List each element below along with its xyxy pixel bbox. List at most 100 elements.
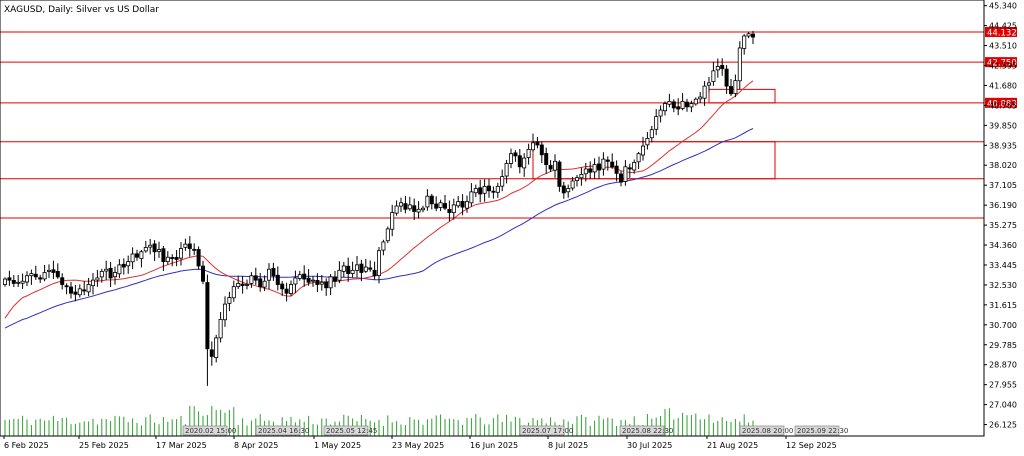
candle-body-up	[456, 201, 461, 207]
candle	[113, 266, 118, 285]
session-marker-label: 2025.08 22:30	[622, 427, 673, 435]
candle	[693, 97, 698, 106]
candle-body-down	[258, 278, 263, 288]
candle-body-up	[47, 269, 52, 272]
candle-body-up	[288, 284, 293, 294]
session-marker-box	[619, 425, 665, 436]
y-tick-label: 43.510	[989, 42, 1017, 51]
candle	[33, 265, 38, 281]
candle	[55, 263, 60, 279]
candle	[3, 277, 8, 287]
candle-body-up	[42, 272, 47, 280]
candle-body-down	[372, 269, 377, 277]
candle	[407, 196, 412, 211]
candle	[504, 159, 509, 184]
candle-body-up	[425, 195, 430, 208]
candle	[535, 136, 540, 149]
candle	[368, 260, 373, 272]
candle-body-down	[209, 349, 214, 357]
session-marker-label: 2025.08 20:00	[742, 427, 793, 435]
candle-body-down	[33, 273, 38, 278]
candle-body-up	[667, 100, 672, 105]
candle	[663, 101, 668, 116]
candle-body-down	[196, 249, 201, 267]
candle-body-up	[236, 282, 241, 287]
candle-body-up	[632, 162, 637, 171]
candle-body-up	[407, 204, 412, 210]
candle	[548, 160, 553, 173]
candle	[513, 150, 518, 162]
candle	[390, 204, 395, 237]
candle-body-up	[394, 205, 399, 214]
candle-body-up	[126, 261, 131, 267]
y-tick-label: 31.615	[989, 301, 1017, 310]
candle-body-down	[676, 106, 681, 110]
candle	[134, 249, 139, 261]
candle-body-up	[86, 284, 91, 293]
candle	[359, 259, 364, 282]
candle-body-up	[469, 191, 474, 204]
candle-body-up	[24, 275, 29, 283]
candle-body-up	[645, 138, 650, 146]
candle-body-down	[619, 173, 624, 183]
candle-body-up	[583, 168, 588, 175]
candle-body-down	[486, 185, 491, 192]
candle-body-up	[693, 98, 698, 105]
candle-body-up	[522, 157, 527, 169]
session-marker-box	[323, 425, 369, 436]
candle-body-down	[605, 159, 610, 162]
candle	[183, 238, 188, 251]
candle	[104, 260, 109, 281]
x-tick-label: 25 Feb 2025	[79, 441, 129, 450]
candle-body-down	[38, 277, 43, 280]
candle	[671, 99, 676, 113]
candle	[531, 133, 536, 153]
candle	[544, 147, 549, 174]
level-label-0: 44.132	[987, 29, 1017, 39]
candle-body-up	[165, 256, 170, 262]
level-label-2: 40.883	[987, 99, 1017, 109]
candle	[561, 181, 566, 199]
candle	[293, 270, 298, 294]
candle	[214, 334, 219, 363]
candle-body-up	[473, 188, 478, 194]
candle	[623, 160, 628, 186]
candle-body-up	[663, 103, 668, 112]
candle	[737, 41, 742, 90]
candle-body-down	[720, 64, 725, 70]
candle	[715, 58, 720, 78]
candle-body-down	[751, 33, 756, 38]
candle-body-up	[592, 164, 597, 173]
candle-body-up	[416, 208, 421, 213]
candle-body-down	[517, 155, 522, 168]
candle-body-up	[183, 243, 188, 248]
candle	[645, 132, 650, 150]
candle-body-up	[113, 272, 118, 278]
candle-body-down	[82, 289, 87, 292]
candle	[553, 154, 558, 178]
candle	[614, 160, 619, 182]
candle	[178, 242, 183, 266]
candle-body-up	[420, 207, 425, 211]
candle	[7, 270, 12, 286]
candle	[91, 273, 96, 295]
candle	[86, 277, 91, 297]
candle	[486, 178, 491, 198]
y-tick-label: 30.700	[989, 321, 1017, 330]
candle	[627, 163, 632, 178]
candle	[592, 158, 597, 179]
candle	[632, 159, 637, 174]
candle-body-up	[297, 274, 302, 279]
level-tag-1	[985, 57, 1017, 68]
x-tick-label: 21 Aug 2025	[707, 441, 758, 450]
candle-body-up	[91, 279, 96, 287]
candle-body-up	[262, 280, 267, 288]
y-tick-label: 36.190	[989, 201, 1017, 210]
y-tick-label: 32.530	[989, 281, 1017, 290]
candle-body-down	[73, 291, 78, 295]
candle-body-up	[702, 85, 707, 99]
candle-body-down	[588, 168, 593, 173]
candle-body-up	[222, 303, 227, 321]
candle-body-up	[16, 281, 21, 284]
